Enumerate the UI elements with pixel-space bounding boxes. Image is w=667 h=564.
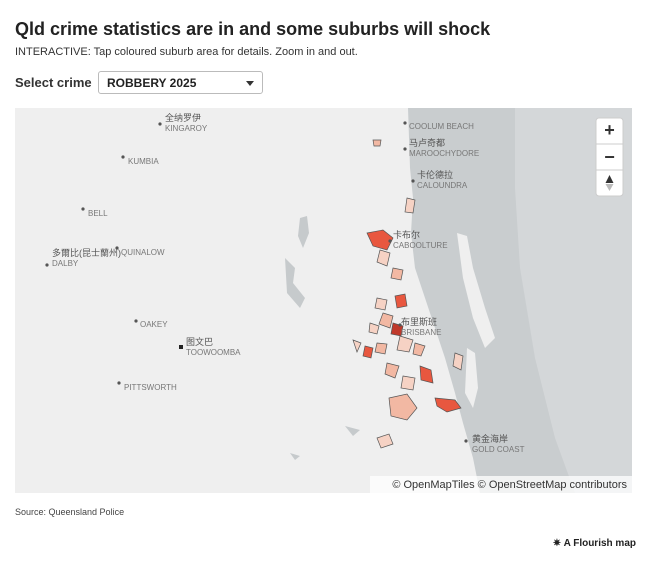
place-name: 布里斯班 <box>401 316 437 327</box>
place-name: 全纳罗伊 <box>165 112 201 123</box>
credit[interactable]: ✷ A Flourish map <box>552 538 636 549</box>
island <box>457 233 495 348</box>
zoom-controls: + − <box>595 117 624 197</box>
place-marker <box>411 179 415 183</box>
place-name: 马卢奇都 <box>409 137 445 148</box>
compass[interactable] <box>605 175 614 183</box>
select-label: Select crime <box>15 75 92 90</box>
place-name-en: PITTSWORTH <box>124 383 177 392</box>
place-name-en: GOLD COAST <box>472 445 525 454</box>
place-marker <box>388 239 392 243</box>
place-name: 图文巴 <box>186 336 213 347</box>
subtitle: INTERACTIVE: Tap coloured suburb area fo… <box>15 46 358 58</box>
place-name-en: TOOWOOMBA <box>186 348 241 357</box>
place-name-en: CALOUNDRA <box>417 181 468 190</box>
place-name-en: CABOOLTURE <box>393 241 448 250</box>
place-name-en: BRISBANE <box>401 328 441 337</box>
place-marker <box>179 345 183 349</box>
deep-sea <box>515 108 632 493</box>
island <box>465 348 478 408</box>
place-marker <box>81 207 85 211</box>
place-name: 多爾比(昆士蘭州) <box>52 247 121 258</box>
place-marker <box>403 147 407 151</box>
place-name-en: KINGAROY <box>165 124 208 133</box>
title: Qld crime statistics are in and some sub… <box>15 19 491 39</box>
place-marker <box>115 246 119 250</box>
place-name-en: MAROOCHYDORE <box>409 149 479 158</box>
place-name-en: BELL <box>88 209 108 218</box>
place-marker <box>158 122 162 126</box>
zoom-box <box>595 117 624 197</box>
place-marker <box>121 155 125 159</box>
zoom-out[interactable]: − <box>604 147 615 167</box>
compass[interactable] <box>605 184 614 191</box>
place-marker <box>117 381 121 385</box>
place-name: 卡布尔 <box>393 229 420 240</box>
place-marker <box>403 121 407 125</box>
attribution-bg <box>370 476 632 493</box>
place-name-en: KUMBIA <box>128 157 159 166</box>
source: Source: Queensland Police <box>15 507 125 517</box>
attribution: © OpenMapTiles © OpenStreetMap contribut… <box>392 479 627 491</box>
crime-select[interactable]: ROBBERY 2025 <box>98 71 263 94</box>
place-name: 黄金海岸 <box>472 433 508 444</box>
place-marker <box>134 319 138 323</box>
place-marker <box>45 263 49 267</box>
credit-text: A Flourish map <box>563 538 636 549</box>
place-name: 卡伦德拉 <box>417 169 453 180</box>
place-name-en: QUINALOW <box>121 248 165 257</box>
place-marker <box>464 439 468 443</box>
place-marker <box>398 323 402 327</box>
suburbs[interactable] <box>352 139 464 449</box>
dams <box>285 216 360 460</box>
place-name-en: COOLUM BEACH <box>409 122 474 131</box>
place-name-en: OAKEY <box>140 320 168 329</box>
zoom-in[interactable]: + <box>604 120 615 140</box>
place-name-en: DALBY <box>52 259 79 268</box>
